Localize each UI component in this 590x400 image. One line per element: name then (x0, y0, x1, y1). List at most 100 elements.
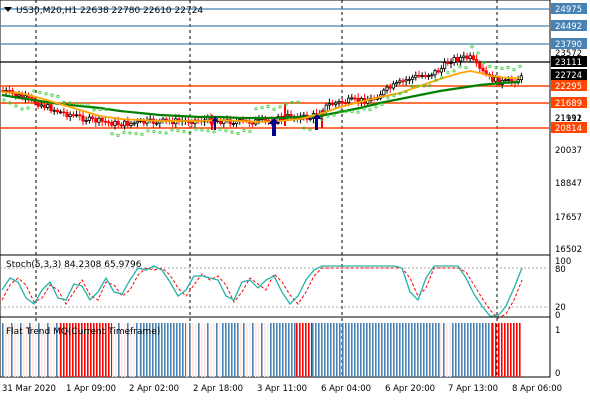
candle-body (36, 102, 40, 107)
candle-body (324, 104, 328, 112)
trend-bar (84, 323, 86, 377)
trend-bar (20, 323, 22, 377)
trend-bar (279, 323, 281, 377)
trend-bar (155, 323, 157, 377)
sar-dot (134, 132, 138, 136)
trend-bar (336, 323, 338, 377)
sar-dot (434, 78, 438, 82)
trend-bar (121, 323, 123, 377)
candle-body (391, 83, 396, 89)
time-label: 3 Apr 11:00 (257, 384, 307, 394)
trend-bar (17, 323, 19, 377)
candle-body (75, 114, 79, 117)
time-label: 6 Apr 04:00 (321, 384, 371, 394)
stoch-pane[interactable] (0, 254, 551, 318)
trend-bar (140, 323, 142, 377)
sar-dot (356, 110, 360, 114)
trend-bar (473, 323, 475, 377)
candle-body (257, 118, 261, 121)
candle-body (356, 97, 360, 103)
sar-dot (20, 107, 24, 111)
sar-dot (140, 132, 144, 136)
candle-body (100, 117, 104, 122)
trend-bar (26, 323, 28, 377)
candle-body (433, 70, 437, 76)
trend-bar (182, 323, 184, 377)
time-label: 2 Apr 02:00 (129, 384, 179, 394)
trend-bar (429, 323, 431, 377)
price-badge-label: 24975 (555, 5, 582, 15)
sar-dot (8, 101, 12, 105)
candle-body (439, 68, 444, 73)
trend-bar (491, 323, 493, 377)
trend-bar (41, 323, 43, 377)
sar-dot (470, 45, 474, 49)
candle-body (452, 57, 456, 63)
trend-bar (161, 323, 163, 377)
sar-dot (122, 130, 126, 134)
sar-dot (278, 105, 282, 109)
trend-bar (330, 323, 332, 377)
trend-bar (504, 323, 506, 377)
sar-dot (320, 117, 324, 121)
time-axis[interactable]: 31 Mar 2020 1 Apr 09:00 2 Apr 02:00 2 Ap… (2, 384, 562, 394)
trend-bar (264, 323, 266, 377)
trend-bar (411, 323, 413, 377)
trend-bar (210, 323, 212, 377)
candle-body (414, 74, 418, 78)
candle-body (49, 104, 53, 112)
trend-bar (402, 323, 404, 377)
price-badge-label: 20814 (555, 124, 582, 134)
candle-body (481, 67, 485, 72)
candle-body (388, 86, 392, 89)
trend-bar (339, 323, 341, 377)
trend-bar (449, 323, 451, 377)
sar-dot (218, 127, 222, 131)
trend-bar (492, 323, 494, 377)
candle-body (343, 102, 348, 104)
sar-dot (308, 128, 312, 132)
trend-bar (378, 323, 380, 377)
candle-body (23, 95, 28, 99)
price-badge (551, 38, 587, 49)
candle-body (478, 62, 482, 69)
candle-body (423, 75, 428, 78)
trend-bar (519, 323, 521, 377)
trend-bar (93, 323, 95, 377)
candle-body (353, 97, 357, 100)
candle-body (43, 104, 47, 108)
chart-title-text: US30,M20,H1 22638 22780 22610 22724 (16, 6, 203, 16)
triangle-down-icon[interactable] (4, 7, 12, 12)
trend-bar (363, 323, 365, 377)
time-label: 31 Mar 2020 (2, 384, 56, 394)
stoch-indicator: Stoch(5,3,3) 84.2308 65.9796 100 80 20 0 (0, 257, 571, 321)
buy-arrow-icon (312, 114, 322, 119)
trend-bar (516, 323, 518, 377)
trend-bar (482, 323, 484, 377)
trend-bar (393, 323, 395, 377)
candle-body (91, 116, 95, 120)
price-badge (551, 3, 587, 14)
candle-body (490, 74, 495, 82)
sar-dot (104, 107, 108, 112)
trend-bar (115, 323, 117, 377)
trend-bar (464, 323, 466, 377)
candle-body (87, 116, 91, 121)
sar-dot (452, 69, 456, 73)
trend-bar (136, 323, 138, 377)
sar-dot (464, 66, 468, 70)
sar-dot (14, 104, 18, 108)
trend-bar (288, 323, 290, 377)
price-label: 17657 (555, 213, 582, 223)
sar-dot (512, 68, 516, 72)
trend-bar (201, 323, 203, 377)
trend-bar (185, 323, 187, 377)
trend-bar (432, 323, 434, 377)
candle-body (346, 97, 351, 104)
buy-arrow-icon (315, 119, 318, 130)
trend-bar (267, 323, 269, 377)
trend-bar (164, 323, 166, 377)
trend-bar (195, 323, 197, 377)
ema-slow-line (1, 80, 521, 120)
